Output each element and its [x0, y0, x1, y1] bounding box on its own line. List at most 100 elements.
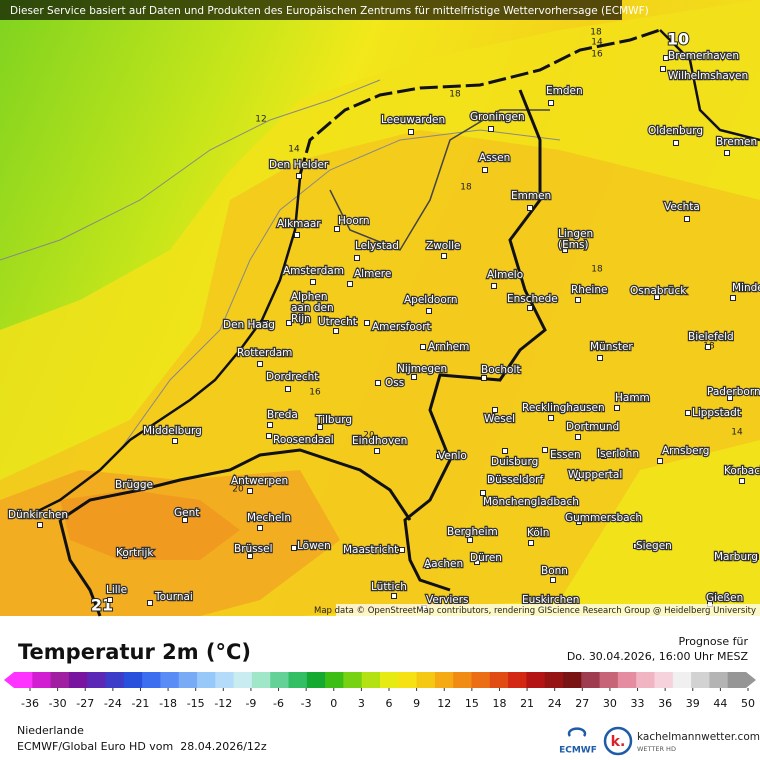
city-label: Duisburg	[491, 456, 538, 468]
color-bar-segment	[215, 672, 235, 688]
city-label: Minden	[732, 282, 760, 294]
city-marker	[527, 305, 533, 311]
city-label: (Ems)	[558, 239, 589, 251]
attribution: Map data © OpenStreetMap contributors, r…	[314, 606, 756, 616]
city-marker	[488, 126, 494, 132]
city-label: Wuppertal	[568, 469, 622, 481]
isoline-labels: 181416101214181818181620142021	[90, 28, 743, 616]
map: 181416101214181818181620142021 Bremerhav…	[0, 0, 760, 617]
color-bar-segment	[508, 672, 527, 688]
city-label: Wesel	[484, 413, 515, 425]
city-label: Dortmund	[566, 421, 619, 433]
city-marker	[684, 216, 690, 222]
ecmwf-logo: ECMWF	[559, 727, 597, 756]
city-label: Bonn	[541, 565, 568, 577]
city-marker	[550, 577, 556, 583]
city-marker	[576, 519, 582, 525]
city-marker	[436, 453, 442, 459]
city-marker	[502, 448, 508, 454]
isoline-label: 14	[731, 428, 743, 438]
color-bar-segment	[343, 672, 363, 688]
color-bar-end	[746, 672, 756, 688]
city-marker	[296, 173, 302, 179]
brand-logo[interactable]: k. kachelmannwetter.com WETTER HD	[603, 726, 760, 756]
city-marker	[481, 375, 487, 381]
isoline-label: 10	[667, 30, 689, 49]
city-label: Bremen	[716, 136, 757, 148]
city-label: Groningen	[470, 111, 525, 123]
tick-label: 27	[575, 697, 589, 710]
color-bar-segment	[416, 672, 436, 688]
city-marker	[263, 320, 269, 326]
city-label: Dünkirchen	[8, 509, 68, 521]
brand-icon	[603, 726, 633, 756]
tick-label: -27	[76, 697, 94, 710]
city-label: Essen	[550, 449, 581, 461]
color-bar-segment	[489, 672, 509, 688]
coastline-inner	[329, 109, 550, 251]
city-marker	[182, 517, 188, 523]
city-marker	[247, 488, 253, 494]
city-marker	[705, 344, 711, 350]
city-label: Utrecht	[318, 316, 357, 328]
color-bar-segment	[654, 672, 674, 688]
city-marker	[391, 593, 397, 599]
tick-label: 12	[437, 697, 451, 710]
city-label: Verviers	[426, 594, 469, 606]
border-de-nl	[403, 89, 547, 592]
city-label: Hamm	[615, 392, 650, 404]
color-bar-segment	[50, 672, 70, 688]
isoline-label: 18	[460, 183, 472, 193]
tick-label: -9	[245, 697, 256, 710]
color-bar-segment	[105, 672, 125, 688]
tick-label: 21	[520, 697, 534, 710]
isoline-label: 18	[591, 265, 603, 275]
forecast-time: Do. 30.04.2026, 16:00 Uhr MESZ	[567, 650, 749, 663]
city-marker	[257, 361, 263, 367]
city-marker	[548, 415, 554, 421]
city-marker	[425, 563, 431, 569]
color-bar-segment	[68, 672, 88, 688]
city-marker	[257, 525, 263, 531]
city-marker	[426, 308, 432, 314]
isoline-label: 14	[288, 145, 300, 155]
city-label: Recklinghausen	[522, 402, 605, 414]
city-marker	[663, 55, 669, 61]
isoline-label: 18	[449, 90, 461, 100]
city-label: Oldenburg	[648, 125, 703, 137]
city-label: Bielefeld	[688, 331, 734, 343]
color-bar-segment	[380, 672, 399, 688]
city-marker	[285, 386, 291, 392]
color-bar-segment	[691, 672, 710, 688]
cities: Bremerhaven Wilhelmshaven Emden Leeuwarden G…	[7, 49, 760, 611]
city-marker	[37, 522, 43, 528]
city-label: Lelystad	[355, 240, 399, 252]
city-marker	[147, 600, 153, 606]
city-label: Siegen	[636, 540, 672, 552]
city-label: Bremerhaven	[668, 50, 739, 62]
city-label: Bergheim	[447, 526, 498, 538]
city-label: Lüttich	[371, 581, 407, 593]
city-marker	[333, 328, 339, 334]
city-label: Lingen	[558, 228, 593, 240]
city-label: Düsseldorf	[487, 474, 543, 486]
color-bar-segment	[581, 672, 601, 688]
color-bar-segment	[178, 672, 198, 688]
color-bar-segment	[617, 672, 637, 688]
city-marker	[727, 395, 733, 401]
city-marker	[107, 597, 113, 603]
color-bar-segment	[361, 672, 381, 688]
tick-label: 50	[741, 697, 755, 710]
isoline-label: 16	[309, 388, 321, 398]
brand-name[interactable]: kachelmannwetter.com	[637, 731, 760, 743]
city-marker	[491, 283, 497, 289]
city-label: Den Helder	[269, 159, 329, 171]
city-marker	[291, 545, 297, 551]
city-label: Dordrecht	[266, 371, 318, 383]
city-marker	[575, 475, 581, 481]
city-marker	[374, 448, 380, 454]
color-bar-ticks: -36 -30 -27 -24 -21 -18 -15 -12 -9 -6 -3 0 3 6 9 12 15 18…	[21, 688, 755, 710]
color-bar-segment	[544, 672, 564, 688]
model-run: ECMWF/Global Euro HD vom 28.04.2026/12z	[17, 740, 267, 753]
city-marker	[562, 247, 568, 253]
